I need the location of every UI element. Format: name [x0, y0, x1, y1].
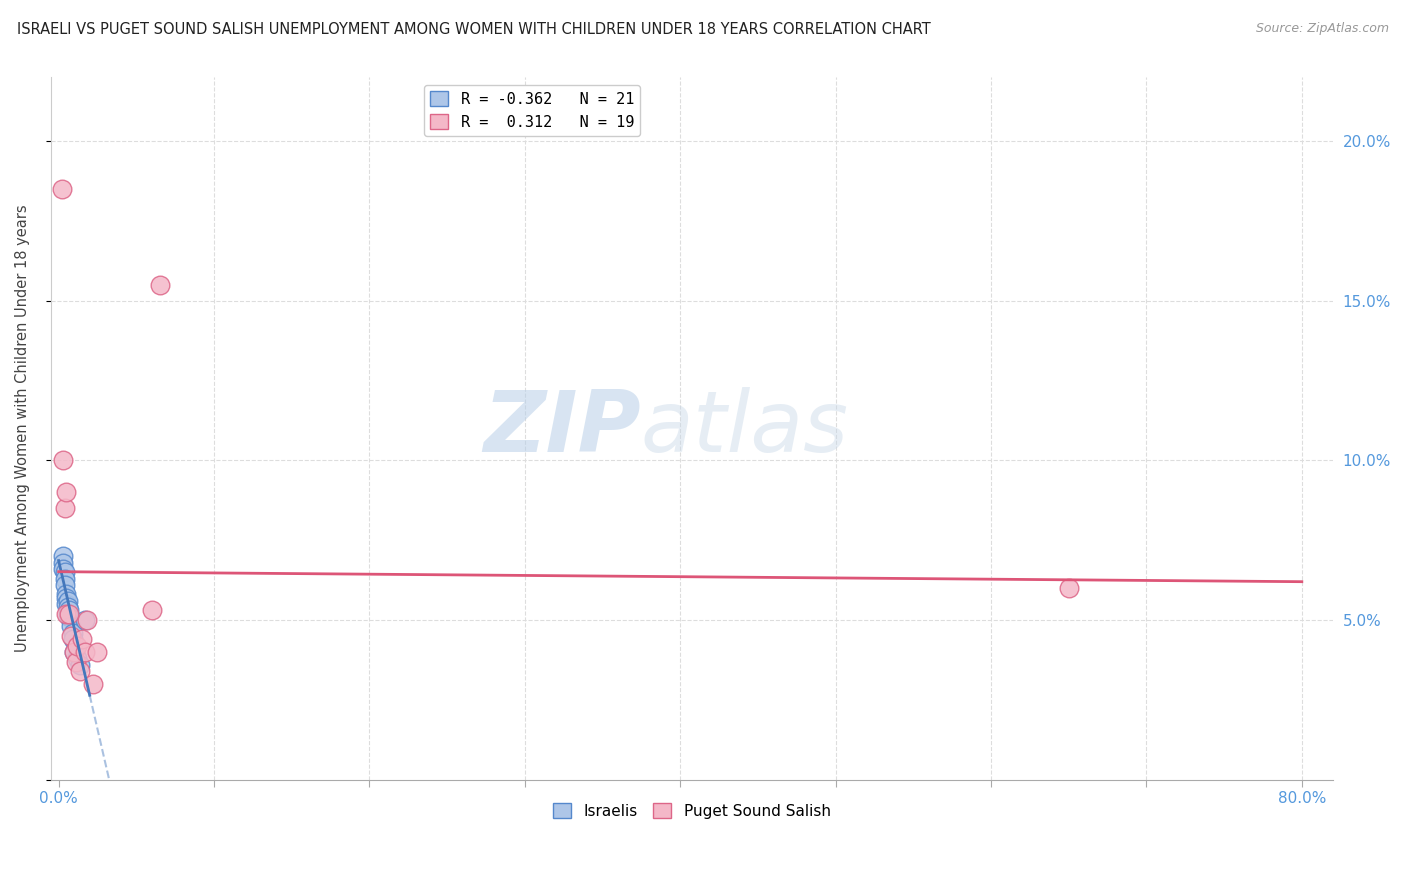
Point	[58, 610, 80, 624]
Text: ZIP: ZIP	[482, 387, 641, 470]
Point	[55, 485, 77, 500]
Point	[53, 565, 76, 579]
Point	[56, 607, 79, 621]
Point	[73, 613, 96, 627]
Point	[51, 182, 73, 196]
Text: atlas: atlas	[641, 387, 849, 470]
Point	[52, 562, 75, 576]
Point	[55, 591, 77, 605]
Point	[76, 613, 98, 627]
Point	[53, 578, 76, 592]
Point	[70, 632, 93, 647]
Text: ISRAELI VS PUGET SOUND SALISH UNEMPLOYMENT AMONG WOMEN WITH CHILDREN UNDER 18 YE: ISRAELI VS PUGET SOUND SALISH UNEMPLOYME…	[17, 22, 931, 37]
Point	[52, 453, 75, 467]
Point	[52, 549, 75, 564]
Point	[86, 645, 108, 659]
Text: Source: ZipAtlas.com: Source: ZipAtlas.com	[1256, 22, 1389, 36]
Point	[53, 572, 76, 586]
Point	[66, 651, 89, 665]
Point	[55, 587, 77, 601]
Point	[62, 625, 84, 640]
Point	[65, 655, 87, 669]
Point	[52, 556, 75, 570]
Point	[69, 657, 91, 672]
Point	[63, 645, 86, 659]
Point	[73, 645, 96, 659]
Y-axis label: Unemployment Among Women with Children Under 18 years: Unemployment Among Women with Children U…	[15, 204, 30, 652]
Point	[58, 607, 80, 621]
Point	[63, 645, 86, 659]
Point	[56, 600, 79, 615]
Legend: Israelis, Puget Sound Salish: Israelis, Puget Sound Salish	[547, 797, 837, 824]
Point	[69, 664, 91, 678]
Point	[62, 632, 84, 647]
Point	[149, 277, 172, 292]
Point	[58, 603, 80, 617]
Point	[82, 677, 104, 691]
Point	[141, 603, 163, 617]
Point	[53, 501, 76, 516]
Point	[1057, 581, 1080, 595]
Point	[60, 619, 83, 633]
Point	[56, 594, 79, 608]
Point	[66, 639, 89, 653]
Point	[55, 607, 77, 621]
Point	[60, 629, 83, 643]
Point	[55, 597, 77, 611]
